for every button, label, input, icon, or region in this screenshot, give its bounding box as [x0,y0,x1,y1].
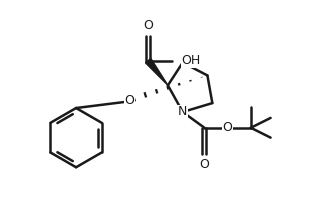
Text: OH: OH [182,54,201,67]
Text: N: N [178,105,187,119]
Text: O: O [143,19,153,32]
Text: O: O [125,94,134,107]
Polygon shape [146,59,168,85]
Text: O: O [200,158,209,171]
Text: O: O [222,121,232,134]
